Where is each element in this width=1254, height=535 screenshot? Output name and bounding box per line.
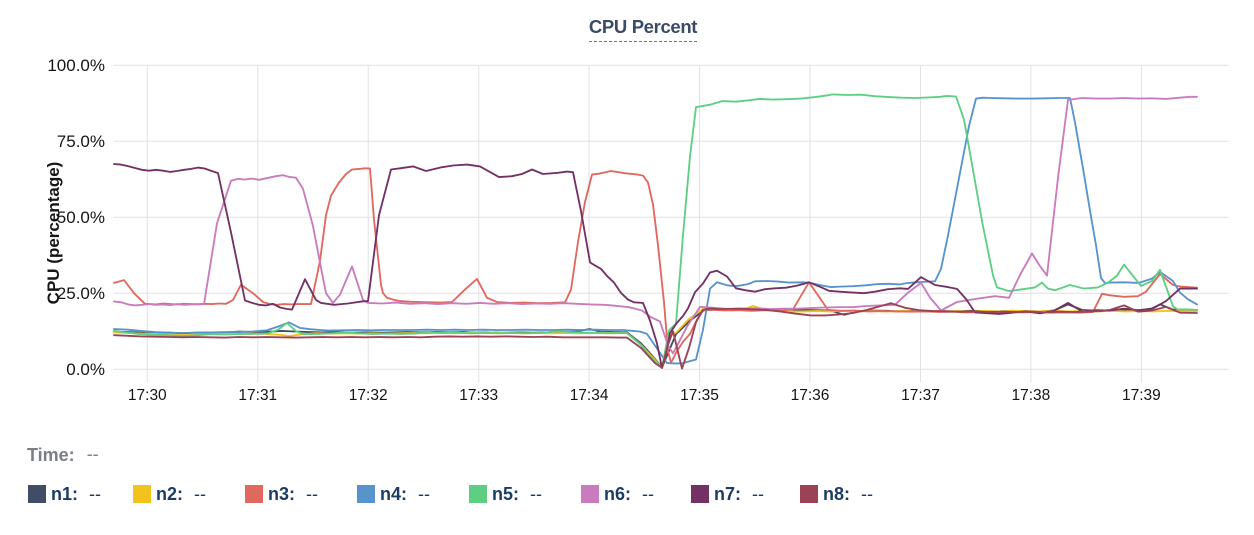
svg-text:17:39: 17:39 — [1122, 387, 1161, 404]
svg-text:17:36: 17:36 — [791, 387, 830, 404]
svg-text:50.0%: 50.0% — [57, 208, 105, 227]
svg-text:25.0%: 25.0% — [57, 284, 105, 303]
svg-text:17:30: 17:30 — [128, 387, 167, 404]
svg-text:100.0%: 100.0% — [47, 56, 105, 75]
svg-text:17:37: 17:37 — [901, 387, 940, 404]
svg-text:17:35: 17:35 — [680, 387, 719, 404]
svg-text:17:34: 17:34 — [570, 387, 609, 404]
svg-text:0.0%: 0.0% — [66, 360, 105, 379]
svg-text:17:32: 17:32 — [349, 387, 388, 404]
svg-text:17:33: 17:33 — [459, 387, 498, 404]
svg-text:17:31: 17:31 — [238, 387, 277, 404]
svg-text:17:38: 17:38 — [1012, 387, 1051, 404]
svg-text:75.0%: 75.0% — [57, 132, 105, 151]
